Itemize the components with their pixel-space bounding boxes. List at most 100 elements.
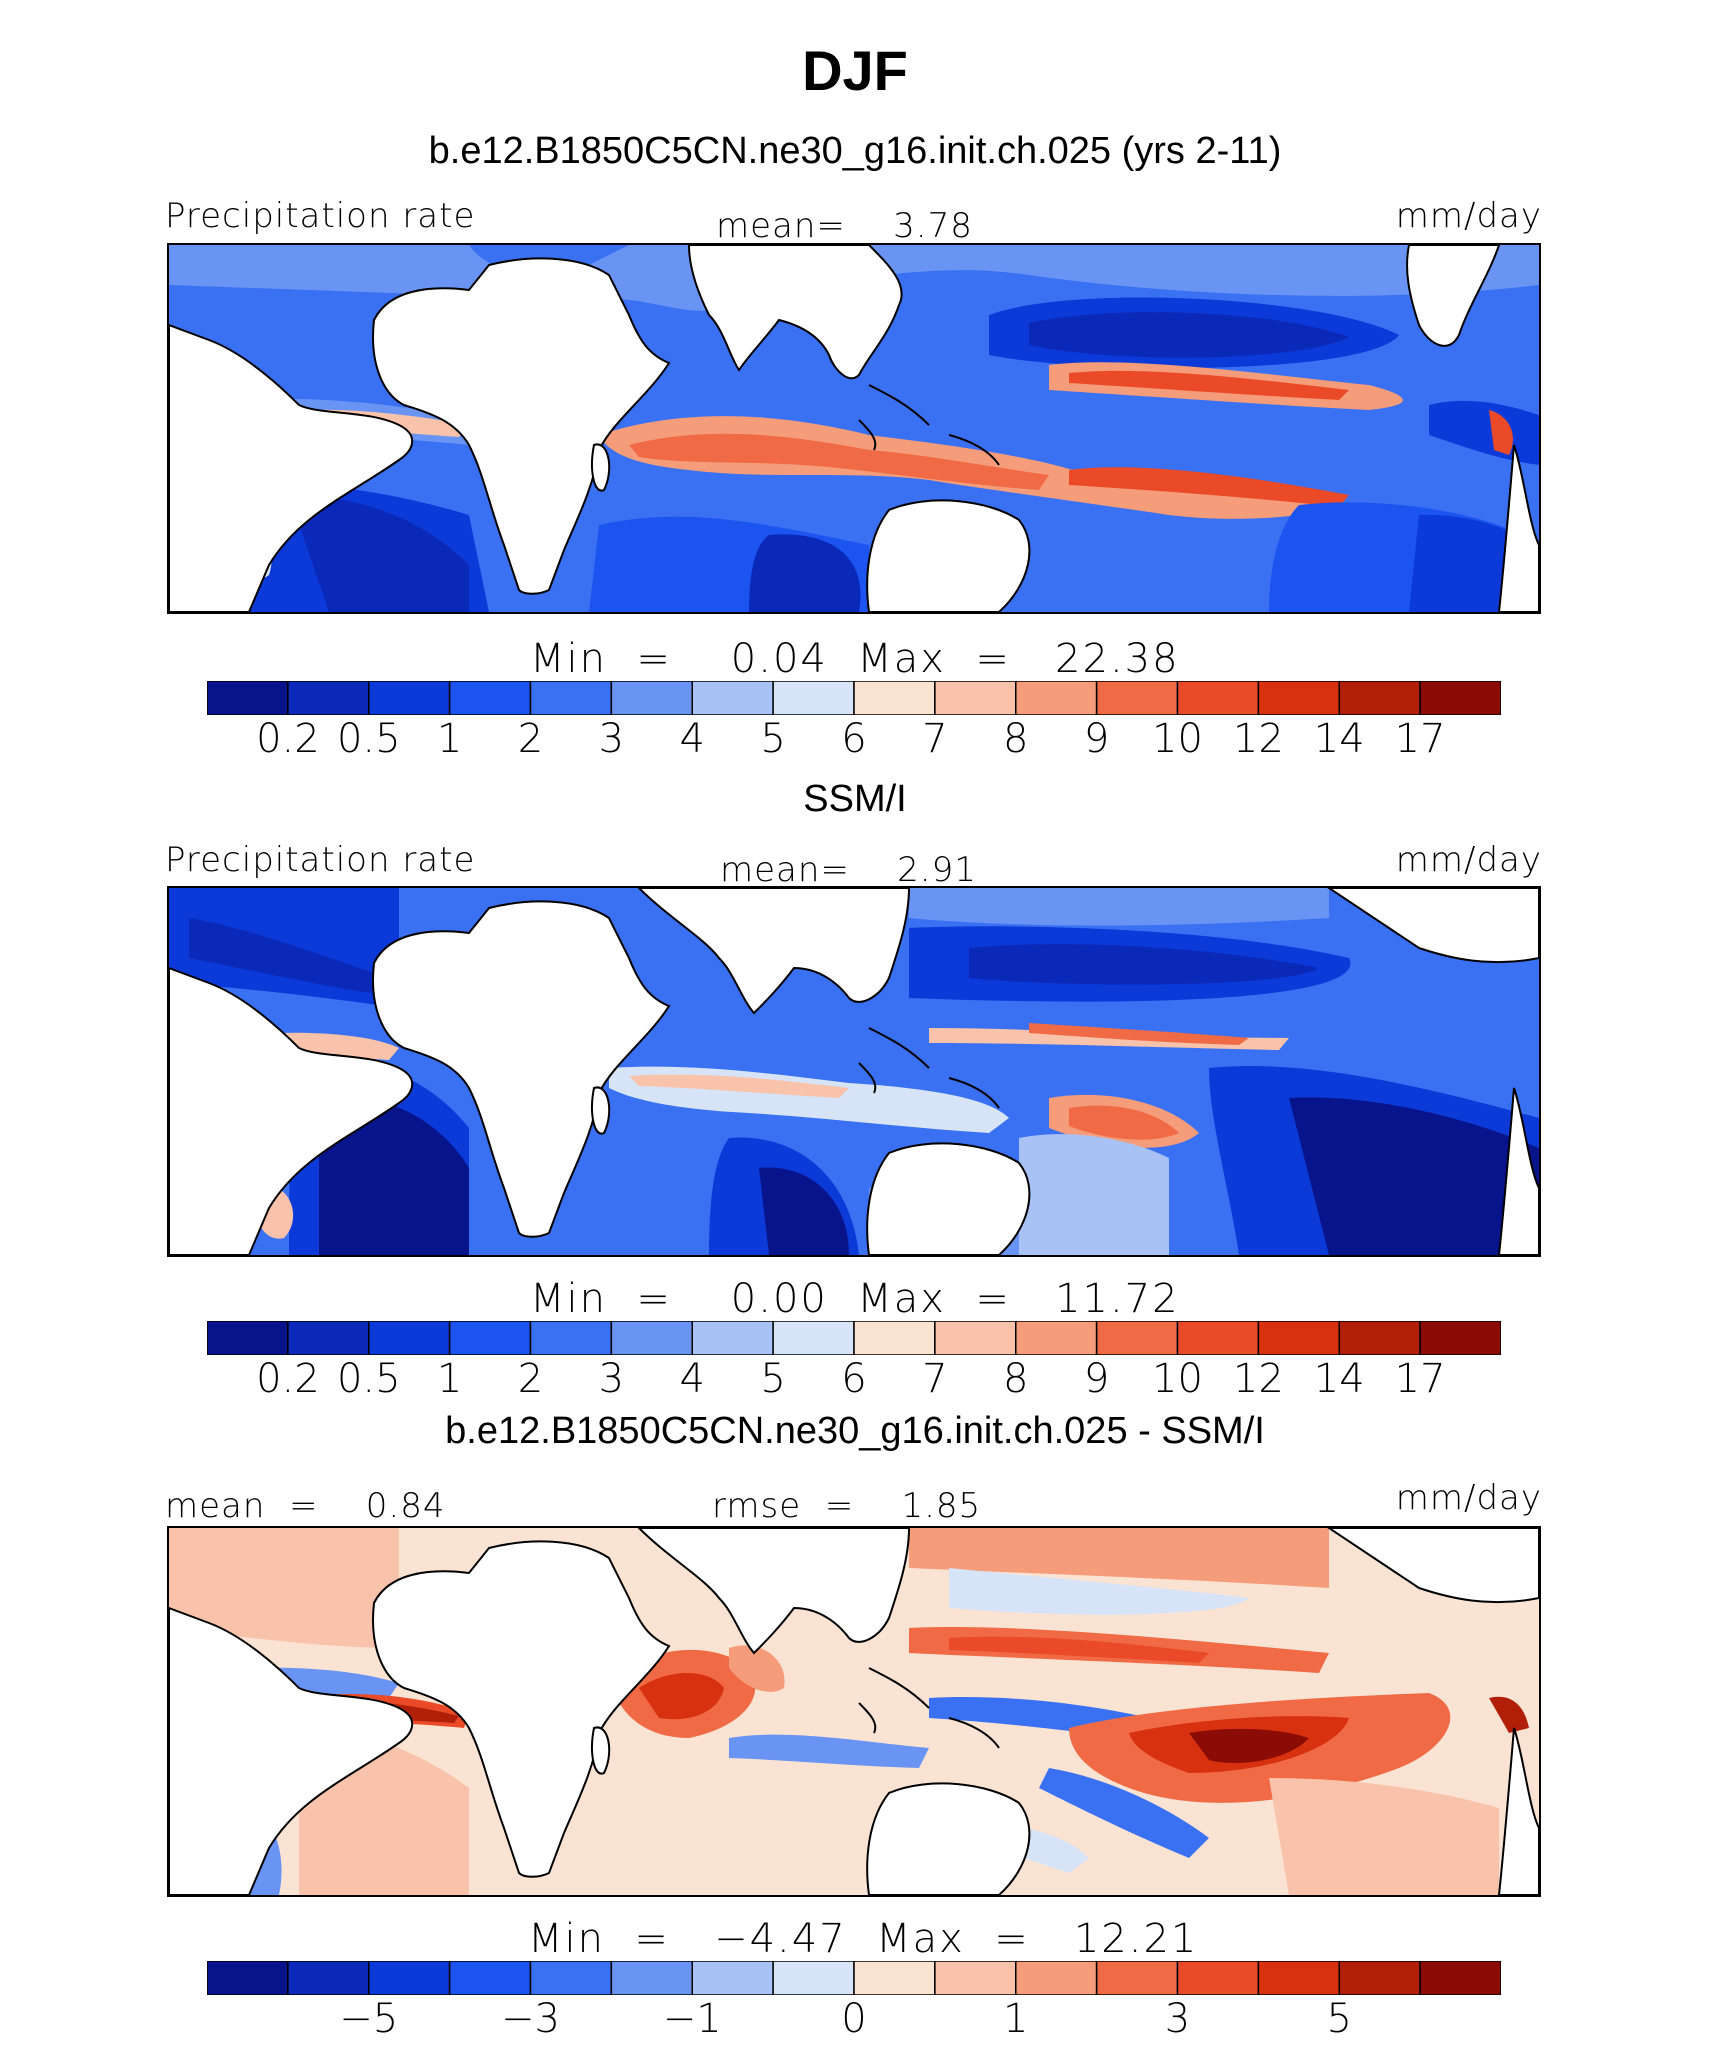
colorbar-swatch — [610, 681, 694, 715]
colorbar-tick-label: 1 — [436, 1356, 463, 1402]
colorbar-tick-label: 5 — [760, 716, 786, 762]
panel-diff-rmse-label: rmse = 1.85 — [712, 1486, 982, 1526]
asia-landmass — [687, 245, 903, 380]
panel-diff-subtitle: b.e12.B1850C5CN.ne30_g16.init.ch.025 - S… — [445, 1410, 1265, 1452]
panel-model-variable-label: Precipitation rate — [165, 196, 476, 236]
panel-model-minmax: Min = 0.04 Max = 22.38 — [530, 636, 1180, 682]
colorbar-tick-label: 0.5 — [336, 716, 401, 762]
colorbar-tick-label: 10 — [1152, 716, 1203, 762]
colorbar-tick-label: −5 — [339, 1996, 399, 2042]
australia-landmass — [866, 1142, 1031, 1255]
colorbar-swatch — [691, 681, 774, 715]
colorbar-swatch — [610, 1961, 694, 1995]
panel-diff-colorbar-svg — [207, 1961, 1501, 1995]
colorbar-tick-label: 8 — [1003, 716, 1029, 762]
australia-landmass — [866, 499, 1031, 612]
colorbar-swatch — [448, 1321, 532, 1355]
colorbar-swatch — [1015, 681, 1098, 715]
colorbar-tick-label: 14 — [1313, 716, 1365, 762]
colorbar-swatch — [934, 1961, 1017, 1995]
colorbar-swatch — [207, 1321, 289, 1355]
colorbar-tick-label: 5 — [1326, 1996, 1352, 2042]
colorbar-swatch — [1338, 1321, 1421, 1355]
south-america-landmass — [169, 1606, 414, 1895]
colorbar-tick-label: 9 — [1083, 716, 1110, 762]
colorbar-tick-label: 0.2 — [256, 716, 320, 762]
panel-diff-colorbar-ticks: −5 −3 −1 0 1 3 5 — [0, 1996, 1710, 2046]
panel-model-colorbar-svg — [207, 681, 1501, 715]
colorbar-tick-label: 0 — [841, 1996, 867, 2042]
panel-obs-colorbar-svg — [207, 1321, 1501, 1355]
colorbar-swatch — [934, 1321, 1017, 1355]
colorbar-swatch — [853, 681, 936, 715]
colorbar-tick-label: 5 — [760, 1356, 786, 1402]
colorbar-swatch — [1257, 1961, 1341, 1995]
panel-obs-variable-label: Precipitation rate — [165, 840, 476, 880]
colorbar-tick-label: 6 — [841, 1356, 867, 1402]
colorbar-swatch — [853, 1321, 936, 1355]
maritime-continent-coasts — [858, 1027, 1000, 1109]
panel-obs-colorbar-ticks: 0.2 0.5 1 2 3 4 5 6 7 8 9 10 12 14 17 — [0, 1356, 1710, 1406]
colorbar-tick-label: 10 — [1152, 1356, 1203, 1402]
colorbar-swatch — [1257, 681, 1341, 715]
asia-landmass — [637, 1528, 911, 1655]
madagascar-landmass — [591, 1086, 611, 1135]
colorbar-tick-label: 8 — [1003, 1356, 1029, 1402]
panel-obs-units-label: mm/day — [1395, 840, 1542, 880]
panel-diff-map — [167, 1526, 1541, 1897]
colorbar-tick-label: 1 — [1003, 1996, 1029, 2042]
colorbar-swatch — [287, 1321, 370, 1355]
colorbar-swatch — [1419, 1321, 1501, 1355]
colorbar-swatch — [207, 1961, 289, 1995]
colorbar-swatch — [287, 681, 370, 715]
colorbar-swatch — [1338, 1961, 1421, 1995]
colorbar-tick-label: 6 — [841, 716, 867, 762]
panel-model-colorbar-ticks: 0.2 0.5 1 2 3 4 5 6 7 8 9 10 12 14 17 — [0, 716, 1710, 766]
maritime-continent-coasts — [858, 384, 1000, 466]
panel-obs-subtitle: SSM/I — [803, 778, 907, 820]
asia-landmass — [637, 888, 911, 1015]
colorbar-swatch — [529, 681, 613, 715]
africa-landmass — [372, 1540, 671, 1878]
colorbar-swatch — [287, 1961, 370, 1995]
colorbar-swatch — [1338, 681, 1421, 715]
colorbar-tick-label: 3 — [1164, 1996, 1191, 2042]
madagascar-landmass — [591, 443, 611, 492]
colorbar-swatch — [691, 1321, 774, 1355]
colorbar-swatch — [1095, 1321, 1179, 1355]
colorbar-tick-label: 12 — [1232, 716, 1284, 762]
panel-diff-minmax: Min = −4.47 Max = 12.21 — [528, 1916, 1199, 1962]
panel-model-map — [167, 243, 1541, 614]
colorbar-tick-label: −1 — [662, 1996, 722, 2042]
colorbar-swatch — [1176, 681, 1260, 715]
colorbar-swatch — [448, 681, 532, 715]
colorbar-tick-label: 4 — [679, 1356, 705, 1402]
panel-obs-map — [167, 886, 1541, 1257]
colorbar-tick-label: 7 — [922, 1356, 948, 1402]
panel-diff-units-label: mm/day — [1395, 1478, 1542, 1518]
maritime-continent-coasts — [858, 1667, 1000, 1749]
north-america-landmass — [1327, 1528, 1539, 1604]
south-america-west-coast — [1497, 444, 1539, 612]
colorbar-tick-label: 17 — [1394, 716, 1446, 762]
colorbar-swatch — [368, 681, 451, 715]
colorbar-swatch — [368, 1321, 451, 1355]
colorbar-swatch — [529, 1961, 613, 1995]
south-america-west-coast — [1497, 1087, 1539, 1255]
colorbar-tick-label: 9 — [1083, 1356, 1110, 1402]
colorbar-swatch — [772, 1961, 855, 1995]
colorbar-tick-label: 4 — [679, 716, 705, 762]
africa-landmass — [372, 900, 671, 1238]
colorbar-swatch — [1257, 1321, 1341, 1355]
colorbar-swatch — [1095, 681, 1179, 715]
panel-obs-minmax: Min = 0.00 Max = 11.72 — [530, 1276, 1180, 1322]
panel-model-subtitle: b.e12.B1850C5CN.ne30_g16.init.ch.025 (yr… — [428, 130, 1282, 172]
colorbar-tick-label: 3 — [598, 1356, 625, 1402]
panel-obs-mean-label: mean= 2.91 — [720, 850, 977, 890]
colorbar-tick-label: −3 — [501, 1996, 560, 2042]
colorbar-swatch — [1176, 1961, 1260, 1995]
south-america-landmass — [169, 323, 414, 612]
panel-model-map-svg — [169, 245, 1539, 612]
colorbar-tick-label: 3 — [598, 716, 625, 762]
colorbar-swatch — [772, 1321, 855, 1355]
